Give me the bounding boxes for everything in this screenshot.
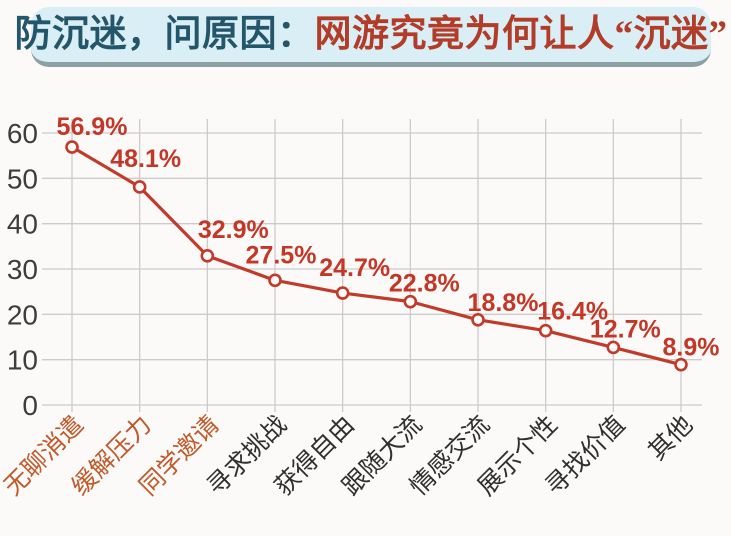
data-point-label: 22.8% (389, 270, 460, 298)
category-label: 其他 (643, 410, 698, 465)
data-point-label: 16.4% (537, 298, 608, 326)
data-point-label: 27.5% (246, 241, 317, 269)
data-point-marker (606, 340, 621, 355)
title-prefix: 防沉迷，问原因： (14, 14, 315, 55)
data-point-label: 48.1% (110, 145, 181, 173)
data-point-marker (200, 249, 215, 263)
data-point-marker (674, 357, 688, 372)
data-point-label: 32.9% (198, 216, 269, 244)
data-point-marker (471, 312, 485, 327)
y-axis-tick-label: 40 (7, 209, 38, 240)
data-point-label: 8.9% (663, 334, 720, 362)
data-point-marker (268, 273, 282, 288)
data-point-marker (403, 294, 418, 309)
data-point-label: 12.7% (590, 315, 661, 343)
data-point-label: 18.8% (468, 289, 539, 317)
data-point-marker (335, 286, 350, 300)
data-point-label: 56.9% (57, 113, 128, 141)
title-banner: 防沉迷，问原因： 网游究竟为何让人“沉迷” (15, 7, 727, 67)
y-axis-tick-label: 20 (7, 299, 38, 330)
data-point-marker (65, 140, 79, 154)
data-point-marker (132, 180, 147, 194)
data-point-label: 24.7% (319, 254, 390, 282)
y-axis-tick-label: 10 (7, 345, 38, 376)
data-point-marker (538, 323, 553, 338)
y-axis-tick-label: 50 (7, 163, 38, 194)
y-axis-tick-label: 60 (7, 118, 38, 149)
y-axis-tick-label: 30 (7, 254, 38, 285)
y-axis-tick-label: 0 (22, 390, 38, 421)
title-highlight: 网游究竟为何让人“沉迷” (314, 14, 728, 55)
series-line (70, 145, 683, 367)
